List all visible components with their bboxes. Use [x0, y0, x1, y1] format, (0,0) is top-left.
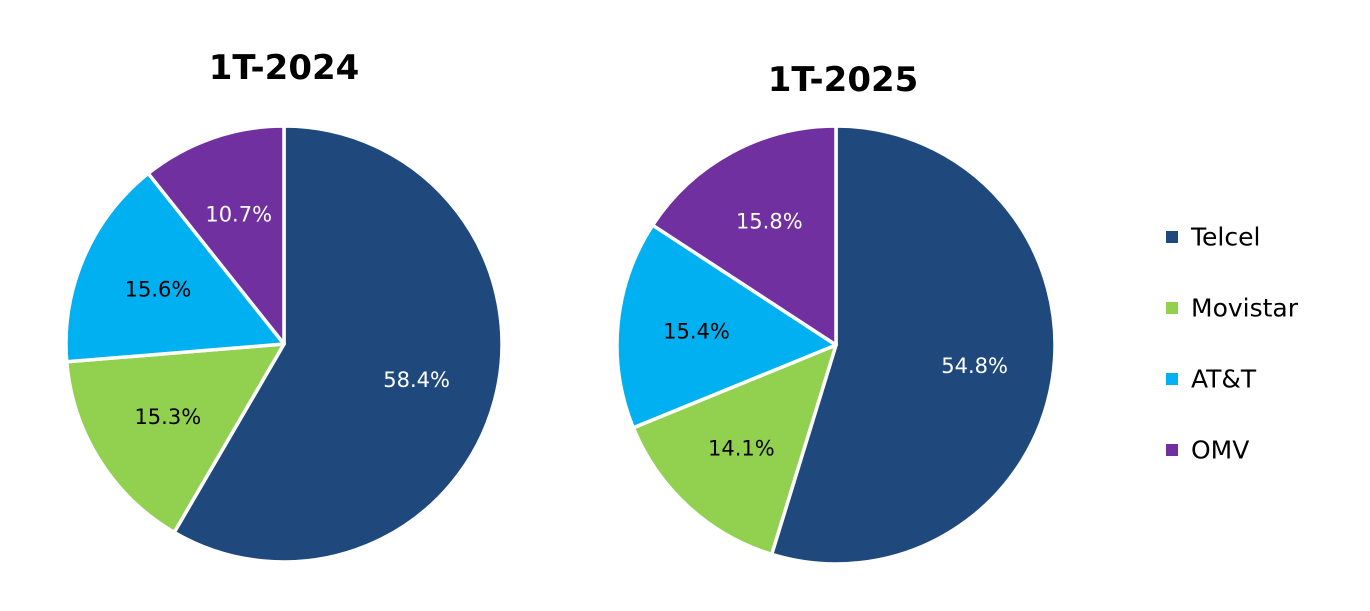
chart-title-2: 1T-2025 [768, 60, 919, 100]
legend-swatch-telcel [1166, 231, 1178, 243]
data-label-att: 15.6% [125, 278, 192, 302]
pie-chart-2: 1T-2025 54.8% 14.1% 15.4% 15.8% [615, 60, 1057, 566]
legend-item-movistar: Movistar [1166, 294, 1299, 323]
pie-slices-1: 58.4% 15.3% 15.6% 10.7% [64, 124, 504, 564]
legend-swatch-movistar [1166, 302, 1178, 314]
data-label-att: 15.4% [663, 320, 730, 344]
pie-slice-movistar [631, 343, 838, 557]
legend-item-telcel: Telcel [1166, 223, 1260, 252]
legend-swatch-omv [1166, 444, 1178, 456]
pie-slice-omv [650, 124, 838, 347]
data-label-omv: 10.7% [205, 202, 272, 226]
data-label-telcel: 54.8% [941, 354, 1008, 378]
pie-chart-1: 1T-2024 58.4% 15.3% 15.6% 10.7% [64, 48, 504, 564]
legend-label-omv: OMV [1191, 436, 1249, 465]
pie-slice-movistar [64, 342, 286, 535]
legend-label-att: AT&T [1191, 365, 1257, 394]
pie-slice-att [615, 223, 838, 430]
pie-slice-att [64, 171, 286, 364]
pie-slices-2: 54.8% 14.1% 15.4% 15.8% [615, 124, 1057, 566]
legend-item-att: AT&T [1166, 365, 1257, 394]
data-label-movistar: 14.1% [708, 436, 775, 460]
legend-item-omv: OMV [1166, 436, 1249, 465]
chart-title-1: 1T-2024 [209, 48, 360, 88]
data-label-telcel: 58.4% [383, 368, 450, 392]
pie-slice-omv [146, 124, 286, 346]
legend-swatch-att [1166, 373, 1178, 385]
legend-label-movistar: Movistar [1191, 294, 1299, 323]
data-label-movistar: 15.3% [134, 405, 201, 429]
data-label-omv: 15.8% [736, 210, 803, 234]
pie-slice-telcel [172, 124, 504, 564]
pie-slice-telcel [769, 124, 1057, 566]
legend: Telcel Movistar AT&T OMV [1166, 223, 1299, 465]
legend-label-telcel: Telcel [1190, 223, 1260, 252]
